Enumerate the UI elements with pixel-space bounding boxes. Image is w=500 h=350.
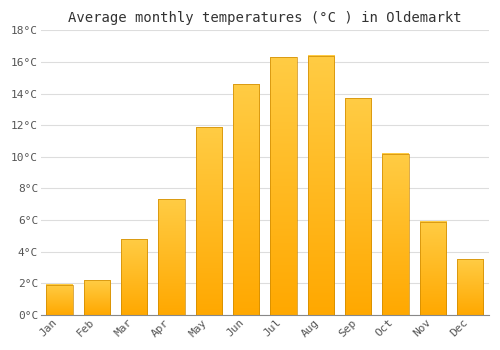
- Bar: [233, 84, 260, 315]
- Bar: [382, 154, 408, 315]
- Bar: [158, 199, 184, 315]
- Title: Average monthly temperatures (°C ) in Oldemarkt: Average monthly temperatures (°C ) in Ol…: [68, 11, 462, 25]
- Bar: [196, 127, 222, 315]
- Bar: [345, 98, 372, 315]
- Bar: [457, 259, 483, 315]
- Bar: [84, 280, 110, 315]
- Bar: [121, 239, 148, 315]
- Bar: [308, 56, 334, 315]
- Bar: [270, 57, 296, 315]
- Bar: [420, 222, 446, 315]
- Bar: [46, 285, 72, 315]
